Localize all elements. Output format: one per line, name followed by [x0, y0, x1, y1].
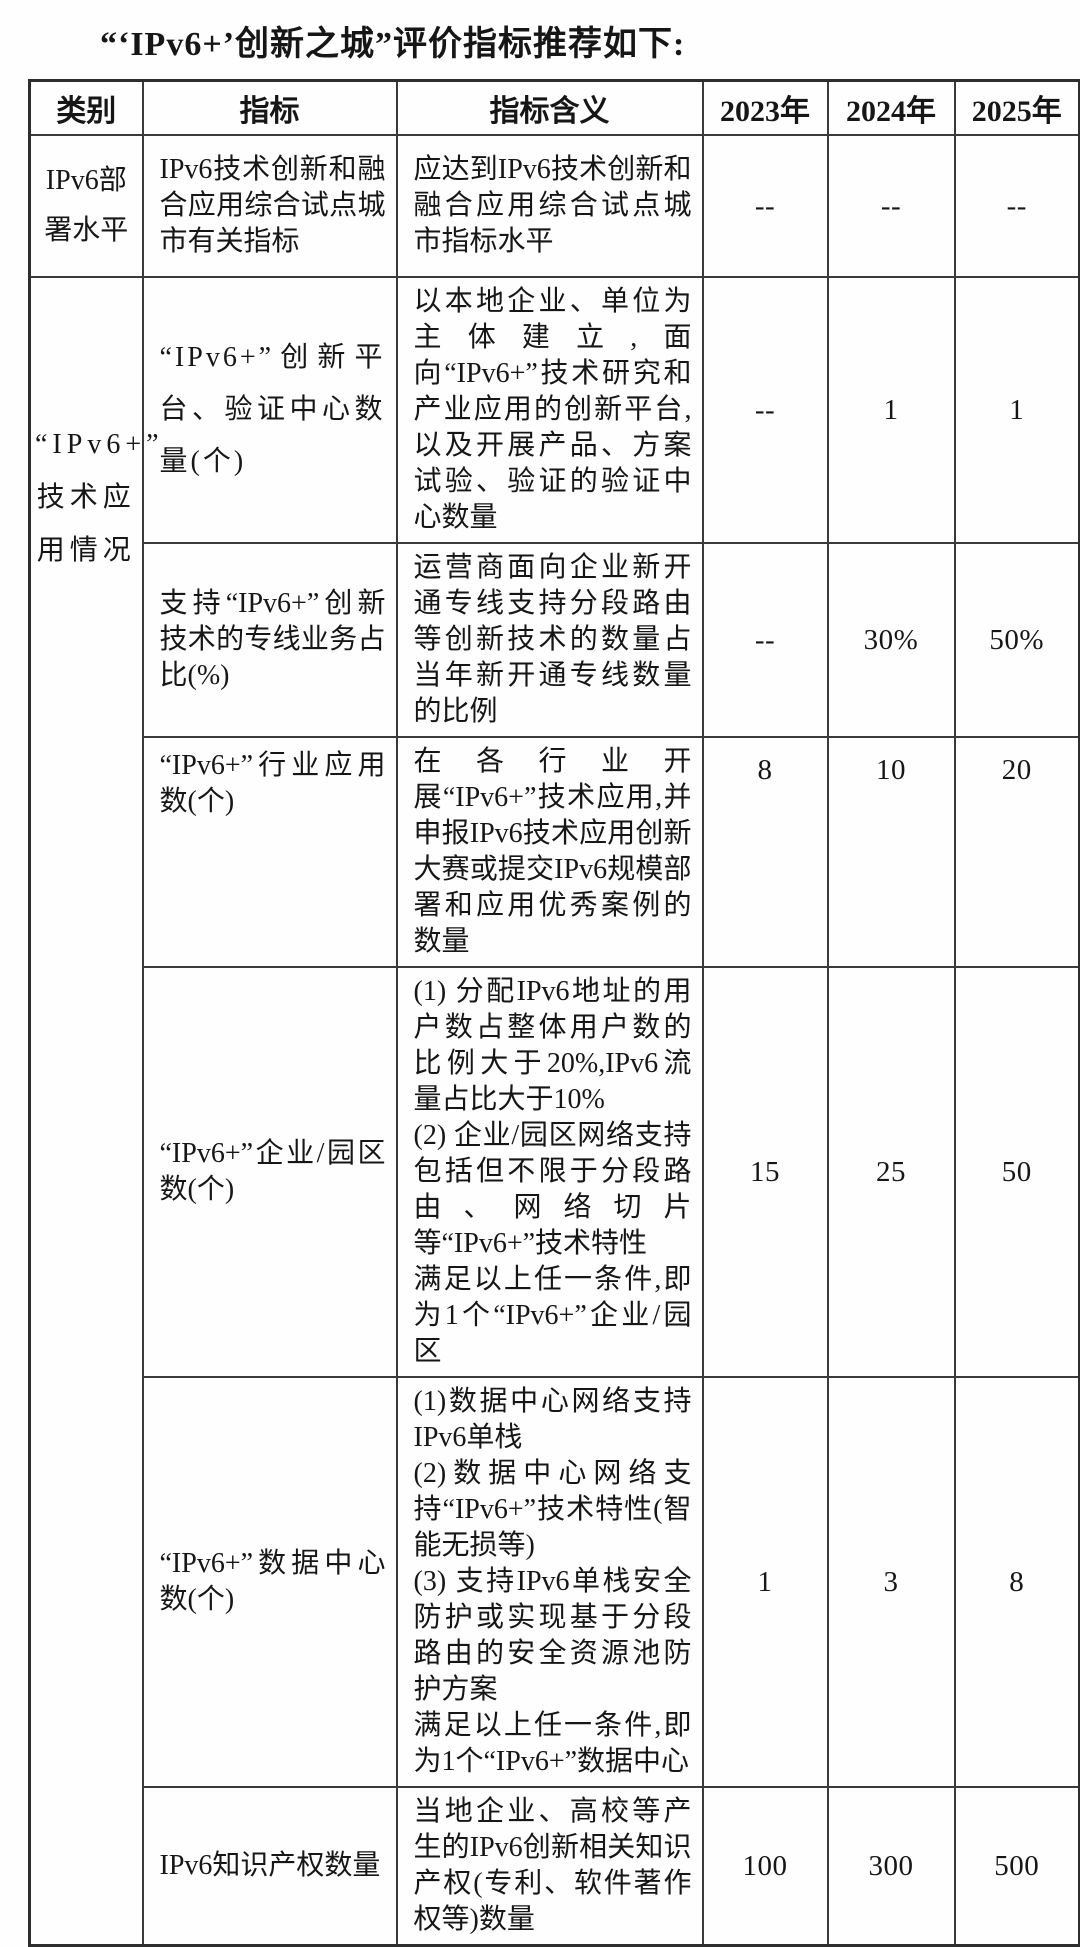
value-2025-cell: --: [953, 133, 1080, 278]
indicator-table: 类别 指标 指标含义 2023年 2024年 2025年 IPv6部 署水平 I…: [28, 79, 1080, 1947]
value-2025-cell: 500: [953, 1785, 1080, 1946]
page-title: “‘IPv6+’创新之城”评价指标推荐如下:: [100, 26, 686, 63]
table-row: “IPv6+”数据中心数(个) (1)数据中心网络支持IPv6单栈 (2)数据中…: [30, 1375, 1080, 1788]
indicator-cell: IPv6技术创新和融合应用综合试点城市有关指标: [141, 133, 398, 278]
value-2024-cell: --: [826, 133, 956, 278]
indicator-cell: “IPv6+”创新平台、验证中心数量(个): [141, 275, 398, 544]
header-cell-2023: 2023年: [701, 79, 829, 136]
value-2024-cell: 300: [826, 1785, 956, 1946]
table-row: “IPv6+” 技术应 用情况 “IPv6+”创新平台、验证中心数量(个) 以本…: [28, 275, 1080, 1946]
table-row: “IPv6+”企业/园区数(个) (1) 分配IPv6地址的用户数占整体用户数的…: [30, 965, 1080, 1378]
category-cell-ipv6-deployment: IPv6部 署水平: [28, 133, 144, 278]
indicator-cell: 支持“IPv6+”创新技术的专线业务占比(%): [141, 541, 398, 738]
indicator-cell: IPv6知识产权数量: [141, 1785, 398, 1946]
header-cell-meaning: 指标含义: [395, 79, 704, 136]
value-2025-cell: 20: [953, 735, 1080, 968]
value-2023-cell: --: [701, 275, 829, 544]
value-2025-cell: 1: [953, 275, 1080, 544]
table-row: IPv6部 署水平 IPv6技术创新和融合应用综合试点城市有关指标 应达到IPv…: [28, 133, 1080, 278]
category-cell-ipv6plus-application: “IPv6+” 技术应 用情况: [28, 275, 159, 1946]
value-2024-cell: 1: [826, 275, 956, 544]
value-2025-cell: 50: [953, 965, 1080, 1378]
value-2023-cell: --: [701, 133, 829, 278]
value-2023-cell: 15: [701, 965, 829, 1378]
value-2023-cell: 1: [701, 1375, 829, 1788]
indicator-cell: “IPv6+”企业/园区数(个): [141, 965, 398, 1378]
table-row: IPv6知识产权数量 当地企业、高校等产生的IPv6创新相关知识产权(专利、软件…: [30, 1785, 1080, 1946]
value-2024-cell: 30%: [826, 541, 956, 738]
value-2024-cell: 10: [826, 735, 956, 968]
meaning-cell: 运营商面向企业新开通专线支持分段路由等创新技术的数量占当年新开通专线数量的比例: [395, 541, 704, 738]
meaning-cell: 当地企业、高校等产生的IPv6创新相关知识产权(专利、软件著作权等)数量: [395, 1785, 704, 1946]
header-cell-category: 类别: [28, 79, 144, 136]
value-2024-cell: 3: [826, 1375, 956, 1788]
meaning-cell: 以本地企业、单位为主体建立,面向“IPv6+”技术研究和产业应用的创新平台,以及…: [395, 275, 704, 544]
meaning-cell: (1) 分配IPv6地址的用户数占整体用户数的比例大于20%,IPv6流量占比大…: [395, 965, 704, 1378]
value-2023-cell: 8: [701, 735, 829, 968]
meaning-cell: 在各行业开展“IPv6+”技术应用,并申报IPv6技术应用创新大赛或提交IPv6…: [395, 735, 704, 968]
header-cell-2025: 2025年: [953, 79, 1080, 136]
table-row: “IPv6+”行业应用数(个) 在各行业开展“IPv6+”技术应用,并申报IPv…: [30, 735, 1080, 968]
value-2025-cell: 50%: [953, 541, 1080, 738]
meaning-cell: 应达到IPv6技术创新和融合应用综合试点城市指标水平: [395, 133, 704, 278]
value-2023-cell: 100: [701, 1785, 829, 1946]
value-2023-cell: --: [701, 541, 829, 738]
header-row: 类别 指标 指标含义 2023年 2024年 2025年: [28, 79, 1080, 136]
indicator-cell: “IPv6+”数据中心数(个): [141, 1375, 398, 1788]
meaning-cell: (1)数据中心网络支持IPv6单栈 (2)数据中心网络支持“IPv6+”技术特性…: [395, 1375, 704, 1788]
indicator-cell: “IPv6+”行业应用数(个): [141, 735, 398, 968]
header-cell-indicator: 指标: [141, 79, 398, 136]
table-row: 支持“IPv6+”创新技术的专线业务占比(%) 运营商面向企业新开通专线支持分段…: [30, 541, 1080, 738]
value-2024-cell: 25: [826, 965, 956, 1378]
header-cell-2024: 2024年: [826, 79, 956, 136]
value-2025-cell: 8: [953, 1375, 1080, 1788]
